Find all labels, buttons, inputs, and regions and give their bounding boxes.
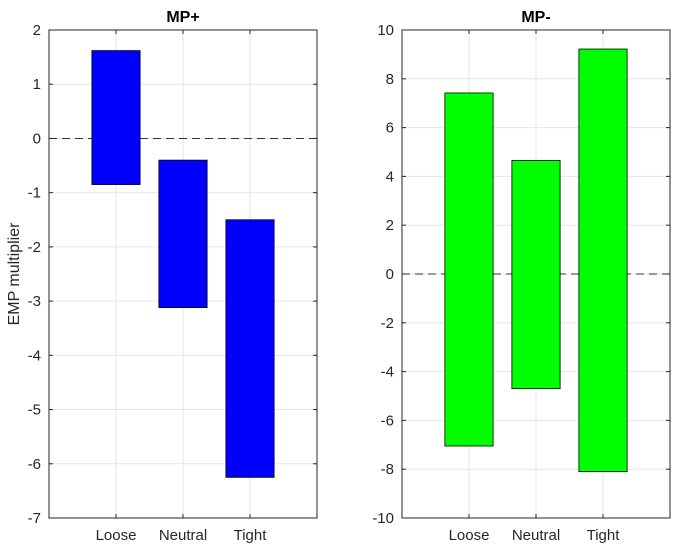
panel-mp-minus-x-ticks: Loose Neutral Tight xyxy=(449,30,621,544)
panel-mp-minus-y-ticks: 10 8 6 4 2 0 -2 -4 -6 -8 -10 xyxy=(372,22,670,527)
panel-mp-minus-y-tick-label: -6 xyxy=(381,412,394,429)
panel-mp-plus-y-tick-label: -4 xyxy=(28,347,41,364)
panel-mp-minus-y-tick-label: -10 xyxy=(372,510,394,527)
panel-mp-minus-y-tick-label: 6 xyxy=(386,120,394,137)
panel-mp-plus-x-tick-label-loose: Loose xyxy=(96,527,137,544)
panel-mp-minus-x-tick-label-neutral: Neutral xyxy=(512,527,560,544)
panel-mp-minus-title: MP- xyxy=(521,9,550,26)
panel-mp-minus-y-tick-label: 2 xyxy=(386,217,394,234)
panel-mp-plus-bar-tight xyxy=(225,219,275,478)
panel-mp-plus-y-axis-label: EMP multiplier xyxy=(6,222,23,326)
panel-mp-minus-y-tick-label: 10 xyxy=(377,22,394,39)
panel-mp-plus-y-tick-label: 2 xyxy=(33,22,41,39)
panel-mp-plus: 210-1-2-3-4-5-6-7 Loose Neutral Tight MP+ … xyxy=(6,9,318,544)
panel-mp-minus-y-tick-label: -2 xyxy=(381,315,394,332)
panel-mp-plus-y-tick-label: 0 xyxy=(33,130,41,147)
panel-mp-plus-y-tick-label: -1 xyxy=(28,185,41,202)
panel-mp-minus-y-tick-label: 8 xyxy=(386,71,394,88)
panel-mp-minus-y-tick-label: 0 xyxy=(386,266,394,283)
panel-mp-plus-y-ticks: 2 1 0 -1 -2 -3 -4 -5 -6 -7 xyxy=(28,22,317,527)
panel-mp-plus-bars xyxy=(91,50,275,478)
panel-mp-plus-y-tick-label: -5 xyxy=(28,402,41,419)
panel-mp-minus-x-tick-label-loose: Loose xyxy=(449,527,490,544)
panel-mp-minus: 10 8 6 4 2 0 -2 -4 -6 -8 -10 Loose Neutral Tight MP- xyxy=(372,9,671,544)
panel-mp-plus-y-tick-label: -6 xyxy=(28,456,41,473)
panel-mp-minus-x-tick-label-tight: Tight xyxy=(587,527,621,544)
panel-mp-minus-bar-neutral xyxy=(511,160,561,390)
panel-mp-minus-y-tick-label: -8 xyxy=(381,461,394,478)
panel-mp-plus-title: MP+ xyxy=(166,9,199,26)
panel-mp-minus-bars xyxy=(444,48,628,473)
panel-mp-plus-x-tick-label-tight: Tight xyxy=(234,527,268,544)
panel-mp-plus-bar-neutral xyxy=(158,159,208,309)
panel-mp-plus-y-tick-label: 1 xyxy=(33,76,41,93)
panel-mp-minus-y-tick-label: -4 xyxy=(381,364,394,381)
panel-mp-plus-x-ticks: Loose Neutral Tight xyxy=(96,30,268,544)
panel-mp-plus-x-tick-label-neutral: Neutral xyxy=(159,527,207,544)
panel-mp-plus-y-tick-label: -7 xyxy=(28,510,41,527)
panel-mp-plus-bar-loose xyxy=(91,50,141,185)
panel-mp-minus-bar-tight xyxy=(578,48,628,473)
panel-mp-minus-y-tick-label: 4 xyxy=(386,168,394,185)
panel-mp-plus-y-tick-label: -3 xyxy=(28,293,41,310)
panel-mp-plus-y-tick-label: -2 xyxy=(28,239,41,256)
panel-mp-minus-bar-loose xyxy=(444,92,494,447)
